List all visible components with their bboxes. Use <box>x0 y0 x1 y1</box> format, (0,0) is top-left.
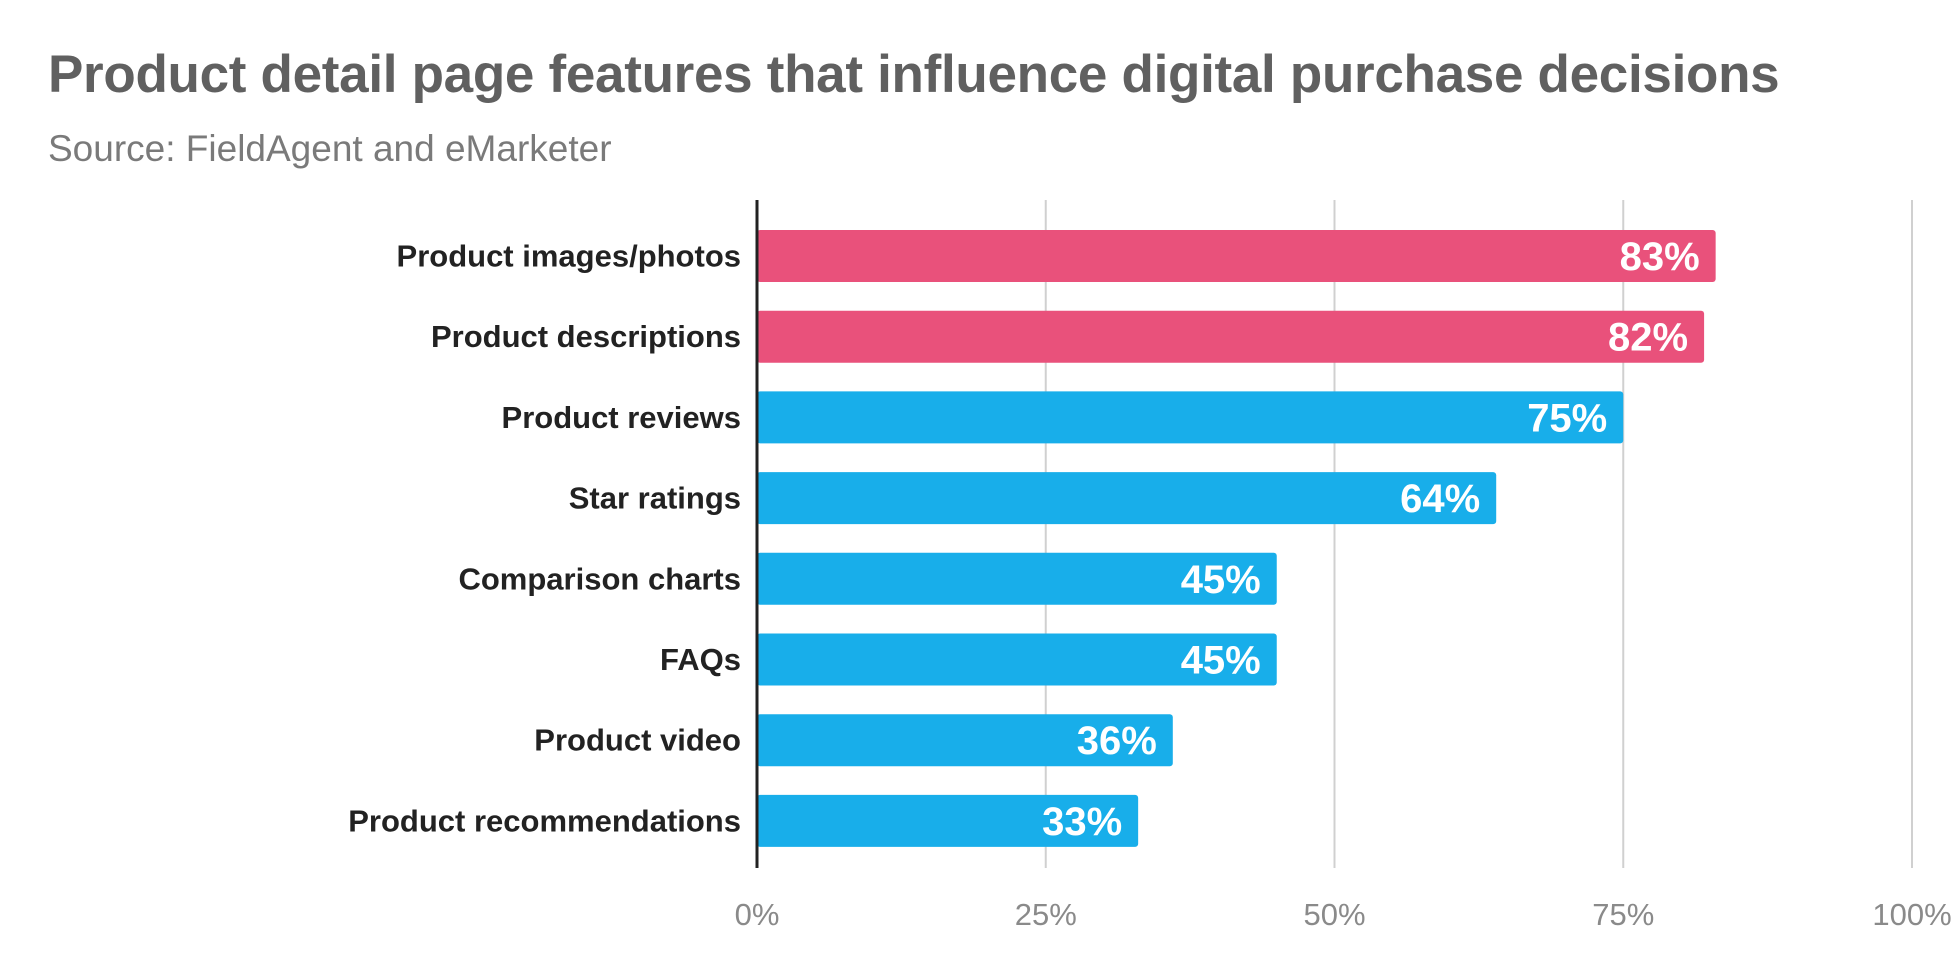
x-tick-label: 75% <box>1592 897 1654 932</box>
category-label: FAQs <box>660 642 741 677</box>
category-label: Product reviews <box>502 400 741 435</box>
bar <box>757 310 1705 363</box>
category-label: Product descriptions <box>431 319 741 354</box>
bar <box>757 472 1497 525</box>
category-label: Comparison charts <box>458 561 741 596</box>
category-label: Product video <box>534 723 741 758</box>
value-label: 33% <box>1042 800 1122 844</box>
value-label: 75% <box>1527 396 1607 440</box>
x-tick-label: 0% <box>735 897 780 932</box>
value-label: 36% <box>1077 719 1157 763</box>
x-tick-label: 50% <box>1303 897 1365 932</box>
bar <box>757 230 1716 282</box>
chart-subtitle: Source: FieldAgent and eMarketer <box>48 128 612 169</box>
value-label: 45% <box>1181 558 1261 602</box>
category-label: Product images/photos <box>397 239 741 274</box>
value-label: 64% <box>1400 477 1480 521</box>
x-tick-label: 100% <box>1872 897 1951 932</box>
bar <box>757 633 1277 686</box>
value-label: 45% <box>1181 639 1261 683</box>
category-label: Product recommendations <box>348 803 741 838</box>
bar <box>757 552 1277 605</box>
value-label: 82% <box>1608 316 1688 360</box>
chart-title: Product detail page features that influe… <box>48 45 1780 104</box>
x-tick-label: 25% <box>1015 897 1077 932</box>
bar <box>757 794 1139 847</box>
category-label: Star ratings <box>569 481 741 516</box>
bar <box>757 391 1624 444</box>
value-label: 83% <box>1620 235 1700 279</box>
bar <box>757 714 1173 767</box>
